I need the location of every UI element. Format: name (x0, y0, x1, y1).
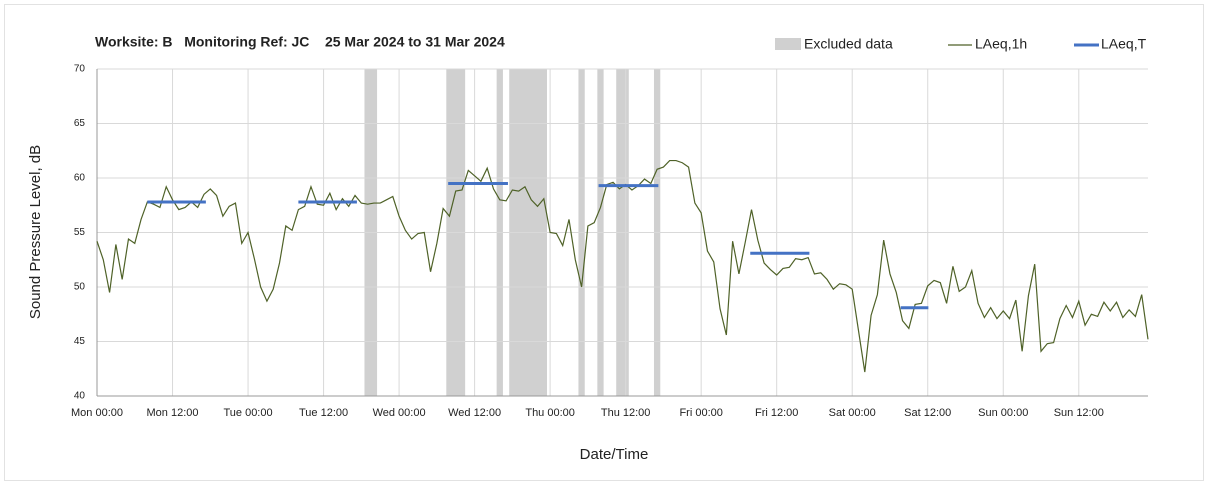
x-tick-label: Tue 12:00 (299, 407, 348, 419)
chart-title: Worksite: B Monitoring Ref: JC 25 Mar 20… (95, 34, 505, 50)
x-tick-label: Wed 12:00 (448, 407, 501, 419)
frame (4, 4, 1204, 481)
y-tick-label: 45 (74, 336, 86, 347)
x-tick-label: Sun 00:00 (978, 407, 1028, 419)
x-axis-label: Date/Time (580, 446, 649, 463)
y-axis-label: Sound Pressure Level, dB (27, 145, 44, 319)
y-tick-label: 60 (74, 173, 86, 184)
y-tick-label: 70 (74, 64, 86, 75)
y-tick-label: 55 (74, 227, 86, 238)
x-tick-label: Thu 00:00 (525, 407, 575, 419)
x-tick-label: Fri 12:00 (755, 407, 798, 419)
legend-excluded: Excluded data (804, 36, 893, 52)
x-tick-label: Fri 00:00 (679, 407, 722, 419)
x-tick-label: Mon 00:00 (71, 407, 123, 419)
x-tick-label: Thu 12:00 (601, 407, 651, 419)
x-tick-label: Wed 00:00 (373, 407, 426, 419)
legend-line: LAeq,1h (975, 36, 1027, 52)
y-tick-label: 40 (74, 391, 86, 402)
x-tick-label: Tue 00:00 (223, 407, 272, 419)
x-tick-label: Sun 12:00 (1054, 407, 1104, 419)
x-tick-label: Mon 12:00 (147, 407, 199, 419)
x-tick-label: Sat 12:00 (904, 407, 951, 419)
x-tick-label: Sat 00:00 (829, 407, 876, 419)
y-tick-label: 65 (74, 118, 86, 129)
y-tick-label: 50 (74, 282, 86, 293)
legend-swatch-excluded (775, 38, 801, 50)
legend-level: LAeq,T (1101, 36, 1147, 52)
